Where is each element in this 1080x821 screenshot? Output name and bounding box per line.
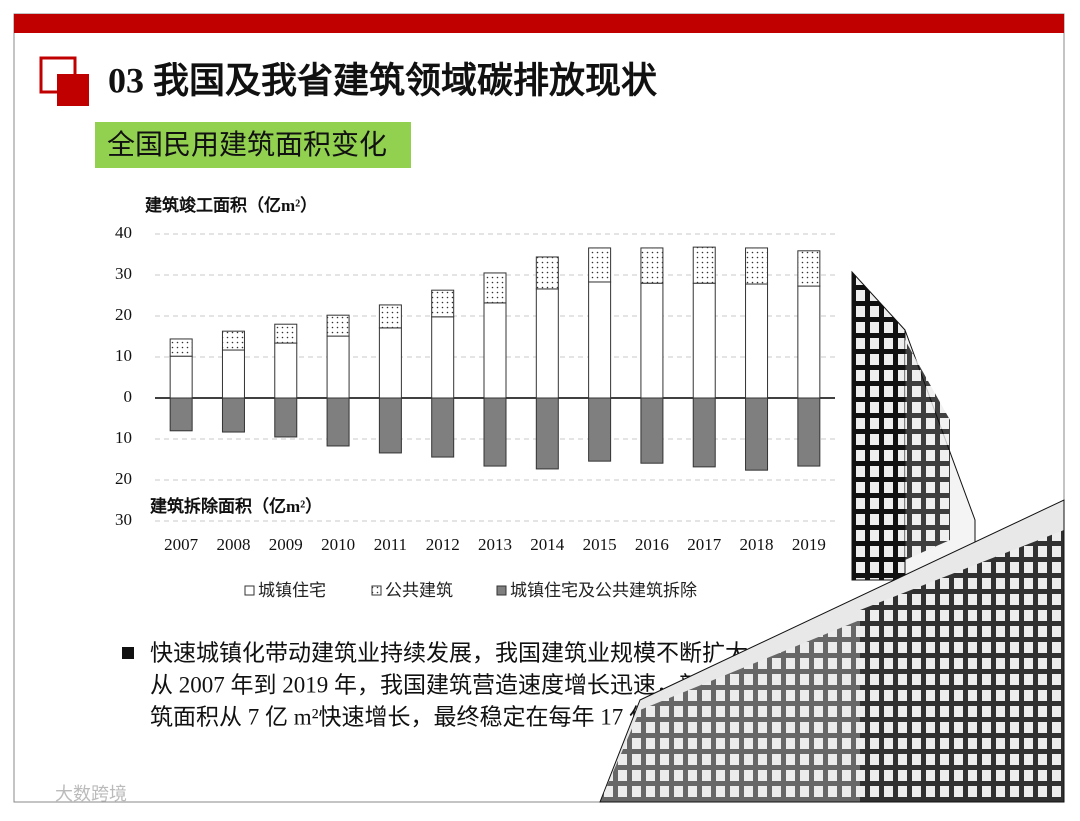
bar	[431, 316, 455, 399]
y-axis-label-negative: 建筑拆除面积（亿m²）	[150, 496, 322, 516]
bullet-text: 快速城镇化带动建筑业持续发展，我国建筑业规模不断扩大，从 2007 年到 201…	[150, 640, 771, 729]
title-icon	[57, 74, 89, 106]
x-tick-label: 2011	[374, 535, 407, 554]
legend-swatch	[244, 585, 255, 596]
x-tick-label: 2016	[635, 535, 669, 554]
subtitle-box	[95, 122, 411, 168]
x-tick-label: 2018	[740, 535, 774, 554]
bar	[797, 285, 821, 399]
bullet-line: 快速城镇化带动建筑业持续发展，我国建筑业规模不断扩大，	[150, 640, 771, 665]
x-tick-label: 2019	[792, 535, 826, 554]
bar	[745, 283, 769, 399]
bar	[797, 397, 821, 467]
bar	[169, 355, 193, 399]
x-tick-label: 2012	[426, 535, 460, 554]
legend-label: 公共建筑	[385, 581, 453, 601]
bar	[274, 397, 298, 438]
x-tick-label: 2007	[164, 535, 199, 554]
bar	[535, 397, 559, 470]
bar	[221, 349, 245, 399]
y-tick-label: 30	[115, 264, 132, 283]
bar	[640, 282, 664, 399]
building-image	[599, 270, 1065, 803]
bar	[221, 330, 245, 351]
top-bar	[14, 14, 1064, 33]
y-tick-label: 40	[115, 223, 132, 242]
legend-swatch	[371, 585, 382, 596]
bar	[797, 250, 821, 287]
bar	[326, 314, 350, 337]
bar	[588, 281, 612, 399]
y-tick-label: 30	[115, 510, 132, 529]
watermark: 大数跨境	[55, 784, 127, 805]
legend-label: 城镇住宅	[258, 581, 326, 601]
bar	[588, 247, 612, 283]
subtitle: 全国民用建筑面积变化	[107, 128, 387, 161]
bar	[378, 327, 402, 399]
legend-label: 城镇住宅及公共建筑拆除	[510, 581, 697, 601]
y-tick-label: 20	[115, 469, 132, 488]
bar	[692, 246, 716, 284]
bar	[535, 288, 559, 399]
bar	[745, 247, 769, 285]
bar	[640, 397, 664, 464]
legend-swatch	[496, 585, 507, 596]
bullet-marker	[122, 647, 134, 659]
bar	[588, 397, 612, 462]
y-tick-label: 0	[124, 387, 133, 406]
bar	[378, 304, 402, 329]
bar	[326, 335, 350, 399]
bar	[483, 272, 507, 304]
bar	[169, 397, 193, 432]
y-tick-label: 10	[115, 428, 132, 447]
bar	[745, 397, 769, 471]
bar	[169, 338, 193, 357]
x-tick-label: 2017	[687, 535, 722, 554]
bar	[326, 397, 350, 447]
bar	[431, 397, 455, 458]
x-tick-label: 2013	[478, 535, 512, 554]
x-tick-label: 2015	[583, 535, 617, 554]
bar	[535, 256, 559, 290]
x-tick-label: 2014	[530, 535, 565, 554]
bar	[221, 397, 245, 433]
bar	[483, 397, 507, 467]
bar	[483, 302, 507, 399]
y-tick-label: 10	[115, 346, 132, 365]
bar	[274, 323, 298, 344]
bar	[378, 397, 402, 454]
bar	[640, 247, 664, 284]
x-tick-label: 2008	[216, 535, 250, 554]
y-tick-label: 20	[115, 305, 132, 324]
x-tick-label: 2009	[269, 535, 303, 554]
title: 03 我国及我省建筑领域碳排放现状	[108, 60, 658, 100]
bar	[692, 397, 716, 468]
bar	[431, 289, 455, 318]
x-tick-label: 2010	[321, 535, 355, 554]
bar	[692, 282, 716, 399]
legend: 城镇住宅 公共建筑 城镇住宅及公共建筑拆除	[244, 581, 697, 601]
y-axis-label: 建筑竣工面积（亿m²）	[145, 195, 317, 215]
bar	[274, 342, 298, 399]
